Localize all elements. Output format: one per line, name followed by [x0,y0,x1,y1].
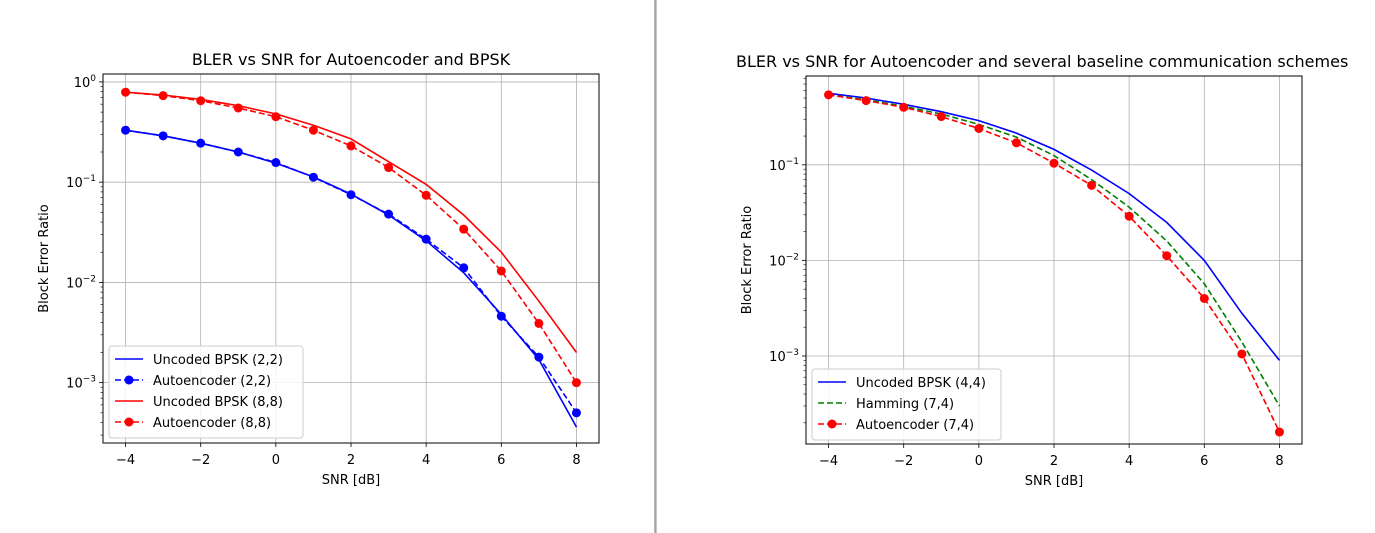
data-point-autoencoder-2-2 [384,209,394,219]
x-tick-label: 6 [1200,454,1208,469]
panel-divider[interactable] [654,0,657,533]
data-point-autoencoder-2-2 [271,158,281,168]
data-point-autoencoder-8-8 [571,378,581,388]
legend-marker-autoencoder-2-2 [124,375,134,385]
legend-label-uncoded-bpsk-2-2: Uncoded BPSK (2,2) [153,353,283,368]
x-tick-label: 0 [975,454,983,469]
x-tick-label: 4 [422,453,430,468]
y-tick-label: 10−3 [769,348,799,365]
data-point-autoencoder-8-8 [346,141,356,151]
data-point-autoencoder-7-4 [899,102,909,112]
legend: Uncoded BPSK (2,2) Autoencoder (2,2) Uncod… [108,345,304,439]
y-tick-label: 10−2 [769,252,799,269]
data-point-autoencoder-2-2 [496,311,506,321]
data-point-autoencoder-8-8 [271,112,281,122]
data-point-autoencoder-8-8 [121,87,131,97]
legend-marker-autoencoder-8-8 [124,417,134,427]
legend-label-hamming-7-4: Hamming (7,4) [856,397,954,412]
x-tick-label: 2 [347,453,355,468]
data-point-autoencoder-2-2 [534,352,544,362]
data-point-autoencoder-7-4 [1274,427,1284,437]
data-point-autoencoder-7-4 [974,123,984,133]
chart-title: BLER vs SNR for Autoencoder and BPSK [192,50,511,69]
data-point-autoencoder-2-2 [459,263,469,273]
data-point-autoencoder-7-4 [936,112,946,122]
data-point-autoencoder-8-8 [308,125,318,135]
chart-left: −4 −2 0 2 4 6 8 100 10−1 10−2 10−3 SNR [dB] Block Er… [37,50,600,488]
y-tick-label: 100 [74,74,97,91]
data-point-autoencoder-8-8 [196,96,206,106]
legend-label-autoencoder-8-8: Autoencoder (8,8) [153,416,271,431]
data-point-autoencoder-7-4 [861,96,871,106]
x-tick-label: −4 [116,453,135,468]
y-axis-label: Block Error Ratio [37,204,52,313]
x-axis-label: SNR [dB] [1025,474,1083,489]
data-point-autoencoder-2-2 [571,408,581,418]
y-tick-label: 10−1 [66,174,96,191]
data-point-autoencoder-7-4 [1124,211,1134,221]
x-tick-label: 6 [497,453,505,468]
data-point-autoencoder-8-8 [384,163,394,173]
left-figure-panel: −4 −2 0 2 4 6 8 100 10−1 10−2 10−3 SNR [dB] Block Er… [0,0,654,533]
y-tick-label: 10−1 [769,157,799,174]
data-point-autoencoder-7-4 [1162,251,1172,261]
y-tick-label: 10−2 [66,274,96,291]
legend-label-uncoded-bpsk-4-4: Uncoded BPSK (4,4) [856,376,986,391]
legend-box [108,345,304,439]
y-tick-label: 10−3 [66,375,96,392]
data-point-autoencoder-8-8 [496,266,506,276]
legend: Uncoded BPSK (4,4) Hamming (7,4) Autoencod… [811,368,1002,441]
data-point-autoencoder-7-4 [1087,180,1097,190]
x-tick-label: −2 [894,454,913,469]
data-point-autoencoder-2-2 [121,125,131,135]
x-tick-label: 8 [572,453,580,468]
chart-right: −4 −2 0 2 4 6 8 10−1 10−2 10−3 SNR [dB] Block Error… [736,52,1348,489]
data-point-autoencoder-8-8 [459,224,469,234]
x-tick-label: 0 [272,453,280,468]
chart-title: BLER vs SNR for Autoencoder and several … [736,52,1348,71]
x-tick-label: 2 [1050,454,1058,469]
data-point-autoencoder-2-2 [346,190,356,200]
x-tick-label: 4 [1125,454,1133,469]
data-point-autoencoder-8-8 [158,91,168,101]
legend-marker-autoencoder-7-4 [827,419,837,429]
x-tick-label: 8 [1275,454,1283,469]
data-point-autoencoder-8-8 [534,318,544,328]
legend-box [811,368,1002,441]
x-tick-label: −2 [191,453,210,468]
data-point-autoencoder-2-2 [233,147,243,157]
data-point-autoencoder-7-4 [1011,138,1021,148]
data-point-autoencoder-7-4 [824,90,834,100]
data-point-autoencoder-8-8 [233,103,243,113]
data-point-autoencoder-7-4 [1049,158,1059,168]
data-point-autoencoder-2-2 [421,234,431,244]
right-figure-panel: −4 −2 0 2 4 6 8 10−1 10−2 10−3 SNR [dB] Block Error… [657,0,1375,533]
x-axis-label: SNR [dB] [322,473,380,488]
data-point-autoencoder-2-2 [158,131,168,141]
legend-label-autoencoder-2-2: Autoencoder (2,2) [153,374,271,389]
y-axis-label: Block Error Ratio [740,206,755,315]
x-tick-label: −4 [819,454,838,469]
data-point-autoencoder-7-4 [1199,293,1209,303]
legend-label-uncoded-bpsk-8-8: Uncoded BPSK (8,8) [153,395,283,410]
legend-label-autoencoder-7-4: Autoencoder (7,4) [856,418,974,433]
data-point-autoencoder-2-2 [308,172,318,182]
data-point-autoencoder-8-8 [421,190,431,200]
data-point-autoencoder-2-2 [196,138,206,148]
data-point-autoencoder-7-4 [1237,349,1247,359]
